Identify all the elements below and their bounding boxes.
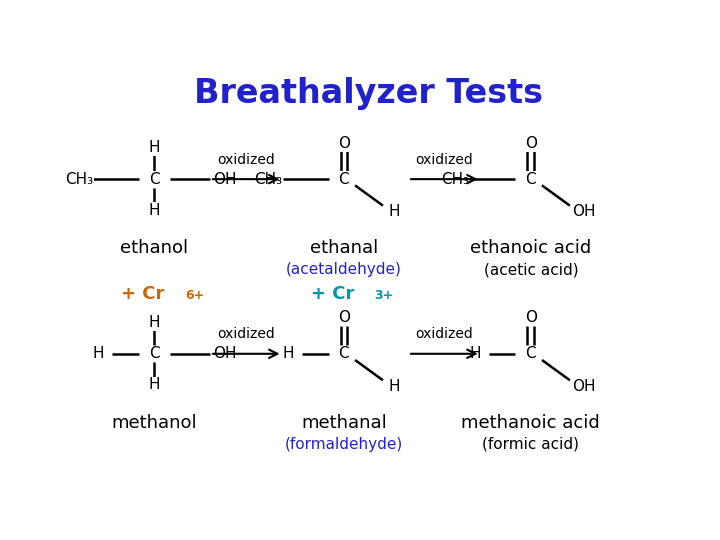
Text: ethanal: ethanal (310, 239, 378, 258)
Text: O: O (338, 136, 350, 151)
Text: C: C (526, 172, 536, 187)
Text: + Cr: + Cr (311, 285, 354, 303)
Text: H: H (148, 203, 160, 218)
Text: (acetic acid): (acetic acid) (484, 262, 578, 278)
Text: C: C (149, 346, 160, 361)
Text: methanol: methanol (112, 414, 197, 432)
Text: O: O (525, 310, 537, 326)
Text: CH₃: CH₃ (441, 172, 469, 187)
Text: H: H (148, 377, 160, 393)
Text: oxidized: oxidized (415, 153, 473, 167)
Text: (acetaldehyde): (acetaldehyde) (286, 262, 402, 278)
Text: OH: OH (572, 379, 595, 394)
Text: H: H (93, 346, 104, 361)
Text: C: C (526, 346, 536, 361)
Text: + Cr: + Cr (122, 285, 165, 303)
Text: oxidized: oxidized (217, 327, 275, 341)
Text: (formaldehyde): (formaldehyde) (285, 437, 403, 452)
Text: H: H (148, 315, 160, 330)
Text: methanoic acid: methanoic acid (462, 414, 600, 432)
Text: H: H (388, 204, 400, 219)
Text: H: H (469, 346, 481, 361)
Text: OH: OH (214, 346, 237, 361)
Text: C: C (149, 172, 160, 187)
Text: oxidized: oxidized (217, 153, 275, 167)
Text: H: H (282, 346, 294, 361)
Text: O: O (338, 310, 350, 326)
Text: ethanol: ethanol (120, 239, 188, 258)
Text: H: H (388, 379, 400, 394)
Text: 3+: 3+ (374, 288, 394, 301)
Text: CH₃: CH₃ (254, 172, 283, 187)
Text: oxidized: oxidized (415, 327, 473, 341)
Text: (formic acid): (formic acid) (482, 437, 580, 452)
Text: O: O (525, 136, 537, 151)
Text: H: H (148, 140, 160, 156)
Text: methanal: methanal (301, 414, 387, 432)
Text: ethanoic acid: ethanoic acid (470, 239, 591, 258)
Text: OH: OH (214, 172, 237, 187)
Text: C: C (338, 346, 349, 361)
Text: OH: OH (572, 204, 595, 219)
Text: Breathalyzer Tests: Breathalyzer Tests (194, 77, 544, 110)
Text: CH₃: CH₃ (65, 172, 93, 187)
Text: 6+: 6+ (185, 288, 204, 301)
Text: C: C (338, 172, 349, 187)
